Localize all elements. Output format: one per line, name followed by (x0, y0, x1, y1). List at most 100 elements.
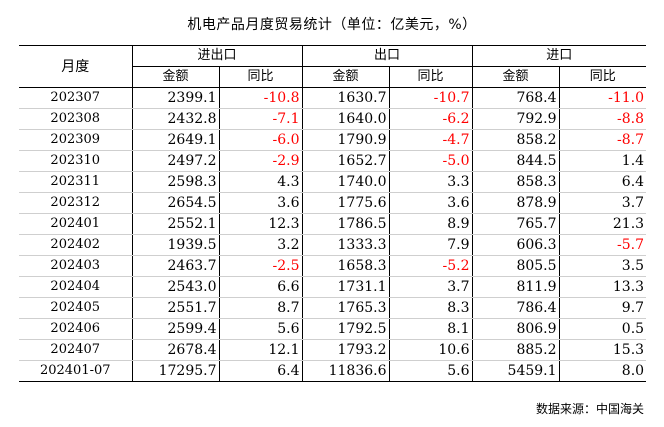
import-amount-cell: 768.4 (471, 87, 560, 109)
export-yoy-cell: 8.3 (388, 297, 473, 319)
import-amount-cell: 806.9 (471, 318, 560, 340)
header-import: 进口 (471, 45, 647, 67)
total-amount-cell: 2649.1 (131, 129, 219, 151)
total-amount-cell: 2599.4 (131, 318, 219, 340)
month-cell: 202312 (19, 192, 132, 214)
export-amount-cell: 1731.1 (301, 276, 390, 298)
import-amount-cell: 885.2 (471, 339, 560, 361)
header-export-yoy: 同比 (388, 66, 473, 88)
import-yoy-cell: -11.0 (558, 87, 647, 109)
total-amount-cell: 2678.4 (131, 339, 219, 361)
total-yoy-cell: 4.3 (218, 171, 303, 193)
total-amount-cell: 2552.1 (131, 213, 219, 235)
export-amount-cell: 1740.0 (301, 171, 390, 193)
export-yoy-cell: -6.2 (388, 108, 473, 130)
month-cell: 202407 (19, 339, 132, 361)
export-yoy-cell: -4.7 (388, 129, 473, 151)
export-amount-cell: 1652.7 (301, 150, 390, 172)
import-amount-cell: 765.7 (471, 213, 560, 235)
data-source: 数据来源：中国海关 (535, 402, 644, 416)
import-yoy-cell: 1.4 (558, 150, 647, 172)
table-row: 202402 1939.5 3.2 1333.3 7.9 606.3 -5.7 (19, 234, 647, 256)
import-amount-cell: 858.2 (471, 129, 560, 151)
total-yoy-cell: -2.5 (218, 255, 303, 277)
table-row: 202307 2399.1 -10.8 1630.7 -10.7 768.4 -11.0 (19, 87, 647, 109)
table-row: 202309 2649.1 -6.0 1790.9 -4.7 858.2 -8.7 (19, 129, 647, 151)
trade-table: 月度 进出口 出口 进口 金额 同比 金额 同比 金额 同比 202307 239… (19, 45, 647, 382)
import-yoy-cell: 21.3 (558, 213, 647, 235)
table-row: 202407 2678.4 12.1 1793.2 10.6 885.2 15.3 (19, 339, 647, 361)
month-cell: 202307 (19, 87, 132, 109)
import-amount-cell: 844.5 (471, 150, 560, 172)
import-yoy-cell: -8.8 (558, 108, 647, 130)
import-yoy-cell: 3.7 (558, 192, 647, 214)
total-yoy-cell: 5.6 (218, 318, 303, 340)
import-amount-cell: 878.9 (471, 192, 560, 214)
import-yoy-cell: 0.5 (558, 318, 647, 340)
import-yoy-cell: 8.0 (558, 360, 647, 382)
export-yoy-cell: 5.6 (388, 360, 473, 382)
table-row: 202405 2551.7 8.7 1765.3 8.3 786.4 9.7 (19, 297, 647, 319)
table-title: 机电产品月度贸易统计（单位：亿美元，%） (187, 17, 477, 33)
total-yoy-cell: 3.6 (218, 192, 303, 214)
total-yoy-cell: -6.0 (218, 129, 303, 151)
total-amount-cell: 2399.1 (131, 87, 219, 109)
export-amount-cell: 1775.6 (301, 192, 390, 214)
header-import-amount: 金额 (471, 66, 560, 88)
month-cell: 202310 (19, 150, 132, 172)
import-yoy-cell: -8.7 (558, 129, 647, 151)
month-cell: 202402 (19, 234, 132, 256)
import-yoy-cell: 15.3 (558, 339, 647, 361)
table-row: 202403 2463.7 -2.5 1658.3 -5.2 805.5 3.5 (19, 255, 647, 277)
export-amount-cell: 1640.0 (301, 108, 390, 130)
month-cell: 202308 (19, 108, 132, 130)
table-row: 202308 2432.8 -7.1 1640.0 -6.2 792.9 -8.8 (19, 108, 647, 130)
total-amount-cell: 2463.7 (131, 255, 219, 277)
export-amount-cell: 11836.6 (301, 360, 390, 382)
table-row: 202312 2654.5 3.6 1775.6 3.6 878.9 3.7 (19, 192, 647, 214)
import-amount-cell: 805.5 (471, 255, 560, 277)
month-cell: 202405 (19, 297, 132, 319)
table-row: 202310 2497.2 -2.9 1652.7 -5.0 844.5 1.4 (19, 150, 647, 172)
export-amount-cell: 1786.5 (301, 213, 390, 235)
import-amount-cell: 811.9 (471, 276, 560, 298)
total-yoy-cell: 3.2 (218, 234, 303, 256)
total-yoy-cell: -7.1 (218, 108, 303, 130)
total-amount-cell: 2432.8 (131, 108, 219, 130)
export-yoy-cell: 8.9 (388, 213, 473, 235)
export-yoy-cell: 8.1 (388, 318, 473, 340)
total-amount-cell: 2551.7 (131, 297, 219, 319)
total-amount-cell: 2598.3 (131, 171, 219, 193)
month-cell: 202401-07 (19, 360, 132, 382)
total-yoy-cell: 6.4 (218, 360, 303, 382)
table-row: 202406 2599.4 5.6 1792.5 8.1 806.9 0.5 (19, 318, 647, 340)
export-yoy-cell: 3.3 (388, 171, 473, 193)
export-yoy-cell: -5.0 (388, 150, 473, 172)
import-amount-cell: 858.3 (471, 171, 560, 193)
month-cell: 202404 (19, 276, 132, 298)
import-yoy-cell: 6.4 (558, 171, 647, 193)
total-yoy-cell: -2.9 (218, 150, 303, 172)
import-amount-cell: 792.9 (471, 108, 560, 130)
export-yoy-cell: -5.2 (388, 255, 473, 277)
total-amount-cell: 2497.2 (131, 150, 219, 172)
import-amount-cell: 606.3 (471, 234, 560, 256)
total-yoy-cell: -10.8 (218, 87, 303, 109)
header-export: 出口 (301, 45, 473, 67)
month-cell: 202406 (19, 318, 132, 340)
export-yoy-cell: 3.7 (388, 276, 473, 298)
table-row: 202401 2552.1 12.3 1786.5 8.9 765.7 21.3 (19, 213, 647, 235)
header-export-amount: 金额 (301, 66, 390, 88)
total-amount-cell: 1939.5 (131, 234, 219, 256)
header-month: 月度 (19, 45, 132, 88)
month-cell: 202403 (19, 255, 132, 277)
export-amount-cell: 1333.3 (301, 234, 390, 256)
month-cell: 202309 (19, 129, 132, 151)
total-yoy-cell: 8.7 (218, 297, 303, 319)
total-yoy-cell: 12.3 (218, 213, 303, 235)
import-yoy-cell: -5.7 (558, 234, 647, 256)
export-amount-cell: 1765.3 (301, 297, 390, 319)
header-total: 进出口 (131, 45, 303, 67)
month-cell: 202401 (19, 213, 132, 235)
total-amount-cell: 2543.0 (131, 276, 219, 298)
